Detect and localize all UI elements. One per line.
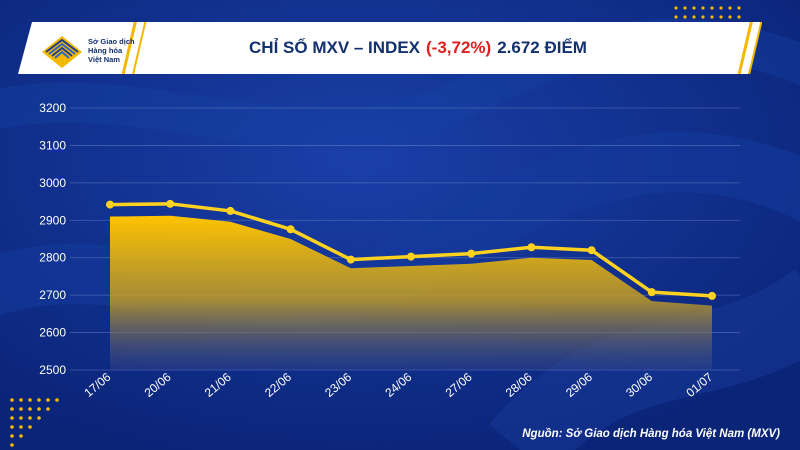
decor-dot — [737, 6, 741, 10]
logo-mark-icon — [42, 36, 82, 68]
data-point — [647, 288, 656, 297]
decor-dot — [10, 434, 14, 438]
decor-dot — [692, 6, 696, 10]
decor-dot — [728, 6, 732, 10]
x-tick-label: 28/06 — [503, 370, 535, 400]
chart-title: CHỈ SỐ MXV – INDEX (-3,72%) 2.672 ĐIỂM — [168, 22, 668, 74]
y-tick-label: 2900 — [39, 213, 66, 227]
decor-dot — [683, 15, 687, 19]
title-change: (-3,72%) — [426, 38, 492, 57]
y-tick-label: 2600 — [39, 326, 66, 340]
x-tick-label: 23/06 — [322, 370, 354, 400]
data-point — [708, 291, 716, 300]
data-point — [407, 252, 415, 261]
mxv-logo: Sở Giao dịch Hàng hóa Việt Nam — [40, 34, 160, 74]
decor-dot — [19, 416, 23, 420]
decor-dot — [37, 398, 41, 402]
header-bar — [18, 22, 762, 74]
header: Sở Giao dịch Hàng hóa Việt Nam CHỈ SỐ MX… — [18, 22, 762, 74]
decor-dot — [10, 425, 14, 429]
decor-dot — [674, 15, 678, 19]
decor-dot — [28, 425, 32, 429]
x-tick-label: 27/06 — [443, 370, 475, 400]
x-tick-label: 22/06 — [262, 370, 294, 400]
data-point — [286, 225, 295, 234]
decor-dot — [37, 416, 41, 420]
decor-dot — [719, 15, 723, 19]
decor-dot — [674, 6, 678, 10]
decor-dot — [19, 434, 23, 438]
y-tick-label: 3100 — [39, 138, 66, 152]
decor-dot — [10, 407, 14, 411]
decor-dot — [719, 6, 723, 10]
decor-dot — [710, 6, 714, 10]
x-tick-label: 30/06 — [623, 370, 655, 400]
data-point — [106, 200, 114, 209]
y-tick-label: 2500 — [39, 363, 66, 377]
decor-dot — [19, 398, 23, 402]
decor-dot — [701, 15, 705, 19]
data-point — [527, 243, 536, 252]
logo-text-line1: Sở Giao dịch — [88, 37, 135, 46]
decor-dot — [10, 398, 14, 402]
decor-dot — [28, 398, 32, 402]
decor-dot — [10, 416, 14, 420]
data-point — [226, 206, 235, 215]
data-point — [467, 249, 476, 258]
title-prefix: CHỈ SỐ MXV – INDEX — [249, 38, 421, 57]
x-tick-label: 21/06 — [202, 370, 234, 400]
decor-dot — [710, 15, 714, 19]
decor-dot — [46, 398, 50, 402]
logo-text-line2: Hàng hóa — [88, 46, 123, 55]
decor-dot — [28, 407, 32, 411]
y-tick-label: 2800 — [39, 251, 66, 265]
y-tick-label: 3200 — [39, 101, 66, 115]
decor-dot — [683, 6, 687, 10]
decor-dot — [19, 407, 23, 411]
source-note: Nguồn: Sở Giao dịch Hàng hóa Việt Nam (M… — [522, 428, 780, 440]
decor-dot — [28, 416, 32, 420]
decor-dot — [37, 407, 41, 411]
decor-dot — [692, 15, 696, 19]
data-point — [587, 246, 596, 255]
y-tick-label: 3000 — [39, 176, 66, 190]
x-tick-label: 17/06 — [81, 370, 113, 400]
decor-dot — [46, 407, 50, 411]
y-tick-label: 2700 — [39, 288, 66, 302]
x-tick-label: 01/07 — [683, 370, 715, 400]
decor-dot — [10, 443, 14, 447]
x-tick-label: 20/06 — [142, 370, 174, 400]
logo-text-line3: Việt Nam — [88, 55, 120, 64]
data-point — [166, 199, 175, 208]
decor-dot — [55, 398, 59, 402]
area-series — [110, 215, 712, 370]
decor-dot — [728, 15, 732, 19]
decor-dot — [19, 425, 23, 429]
title-value: 2.672 ĐIỂM — [497, 38, 587, 57]
x-tick-label: 29/06 — [563, 370, 595, 400]
decor-dot — [737, 15, 741, 19]
data-point — [346, 255, 355, 264]
x-tick-label: 24/06 — [382, 370, 414, 400]
decor-dot — [701, 6, 705, 10]
